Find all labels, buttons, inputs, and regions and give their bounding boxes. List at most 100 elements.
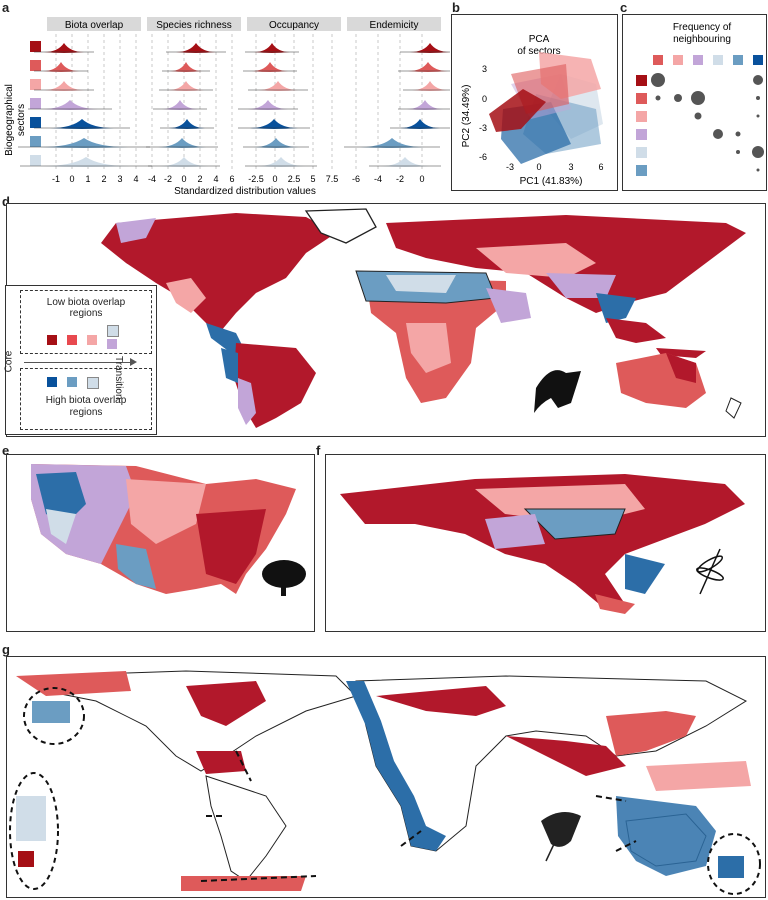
panel-f-eurasia-map (340, 474, 745, 614)
bubble (752, 146, 764, 158)
high-overlap-box: High biota overlap regions (20, 368, 152, 430)
sector-square-2 (30, 60, 41, 71)
facet-title-biota-overlap: Biota overlap (65, 20, 124, 31)
bubble (756, 168, 760, 172)
ridge-shape (248, 100, 288, 110)
new-zealand (725, 397, 742, 419)
panel-e-north-america-map (31, 464, 306, 596)
ridge-shape (381, 157, 429, 167)
ridge-shape (44, 43, 84, 53)
ridge-shape (400, 119, 440, 129)
svg-text:0: 0 (419, 174, 424, 184)
svg-text:0: 0 (181, 174, 186, 184)
land-south-america (205, 775, 287, 882)
new-zealand-dashed-circle (707, 833, 761, 895)
panel-b-ylabel: PC2 (34.49%) (461, 85, 472, 148)
sector-square-6 (30, 136, 41, 147)
ridge-shape (170, 62, 202, 72)
ridge-shape (44, 81, 84, 91)
greenland (304, 208, 377, 244)
sector-square-7 (30, 155, 41, 166)
panel-letter-d: d (2, 194, 10, 209)
panel-c-column-squares (653, 55, 763, 65)
ridge-shape (176, 43, 216, 53)
ridge-shape (258, 81, 298, 91)
panel-g-marine-map (9, 670, 761, 895)
ridge-shape (254, 43, 290, 53)
pca-xtick: 3 (568, 162, 573, 172)
svg-text:-6: -6 (352, 174, 360, 184)
pca-xtick: 0 (536, 162, 541, 172)
ridge-shape (40, 138, 128, 148)
pca-ytick: 0 (482, 94, 487, 104)
ridge-shape (50, 119, 114, 129)
eagle-icon (534, 370, 581, 413)
panel-b-xlabel: PC1 (41.83%) (520, 176, 583, 187)
facet-title-species-richness: Species richness (156, 20, 232, 31)
pca-xtick: 6 (598, 162, 603, 172)
hawaii-dashed-circle (23, 687, 85, 745)
sector-square-4 (30, 98, 41, 109)
sector-square-3 (30, 79, 41, 90)
panel-letter-g: g (2, 642, 10, 657)
svg-text:1: 1 (85, 174, 90, 184)
panel-a-ylabel-1: Biogeographical (4, 84, 15, 156)
svg-text:-1: -1 (52, 174, 60, 184)
svg-text:4: 4 (213, 174, 218, 184)
panel-b-figure: PCA of sectors PC2 (34.49%) 3 0 -3 -6 -3… (461, 34, 604, 187)
manta-ray-icon (541, 812, 581, 862)
bubble (674, 94, 682, 102)
ridge-shape (410, 43, 450, 53)
ridge-shape (252, 62, 288, 72)
svg-text:0: 0 (272, 174, 277, 184)
bubble (753, 75, 763, 85)
ridge-shape (160, 157, 208, 167)
ridge-shape (169, 119, 205, 129)
core-transition-arrow (24, 362, 134, 363)
low-overlap-label-1: Low biota overlap (46, 297, 126, 308)
svg-text:2: 2 (101, 174, 106, 184)
svg-text:3: 3 (117, 174, 122, 184)
ridge-shape (412, 81, 448, 91)
ridge-shape (408, 62, 448, 72)
bubble (651, 73, 665, 87)
svg-text:0: 0 (69, 174, 74, 184)
panel-c-title-2: neighbouring (673, 34, 731, 45)
high-overlap-label-2: regions (69, 407, 103, 418)
svg-text:-2: -2 (164, 174, 172, 184)
sector-square-5 (30, 117, 41, 128)
ridge-shape (42, 157, 130, 167)
north-america (101, 213, 336, 331)
ridge-shape (360, 138, 424, 148)
low-overlap-label-2: regions (69, 308, 103, 319)
svg-text:-4: -4 (374, 174, 382, 184)
pca-ytick: -6 (479, 152, 487, 162)
svg-text:5: 5 (310, 174, 315, 184)
panel-b-title-1: PCA (529, 34, 550, 45)
panel-a-ylabel-2: sectors (16, 104, 27, 136)
ridge-shape (158, 138, 206, 148)
pca-hulls (489, 52, 603, 164)
bubble (735, 131, 741, 137)
southeast-asia (606, 318, 666, 343)
svg-text:-2.5: -2.5 (248, 174, 264, 184)
sector-squares (30, 41, 41, 166)
arabia (486, 288, 531, 323)
ridge-shape (257, 157, 305, 167)
ridge-shape (42, 100, 98, 110)
svg-text:-4: -4 (148, 174, 156, 184)
low-overlap-box: Low biota overlap regions (20, 290, 152, 354)
neighbour-frequency-bubbles (651, 73, 764, 172)
panel-a-ticks: -1 0 1 2 3 4 -4 -2 0 2 4 6 -2.5 0 2.5 5 7.5 -6 -4 -2 0 (52, 174, 425, 184)
pca-xtick: -3 (506, 162, 514, 172)
panel-c-title-1: Frequency of (673, 22, 732, 33)
panel-b-title-2: of sectors (517, 46, 560, 57)
ridge-shape (254, 138, 298, 148)
panel-letter-f: f (316, 443, 321, 458)
svg-text:2.5: 2.5 (288, 174, 301, 184)
panel-d-world-map (101, 208, 746, 428)
ridge-shape (250, 119, 298, 129)
pca-ytick: -3 (479, 123, 487, 133)
svg-text:2: 2 (197, 174, 202, 184)
bubble (691, 91, 705, 105)
